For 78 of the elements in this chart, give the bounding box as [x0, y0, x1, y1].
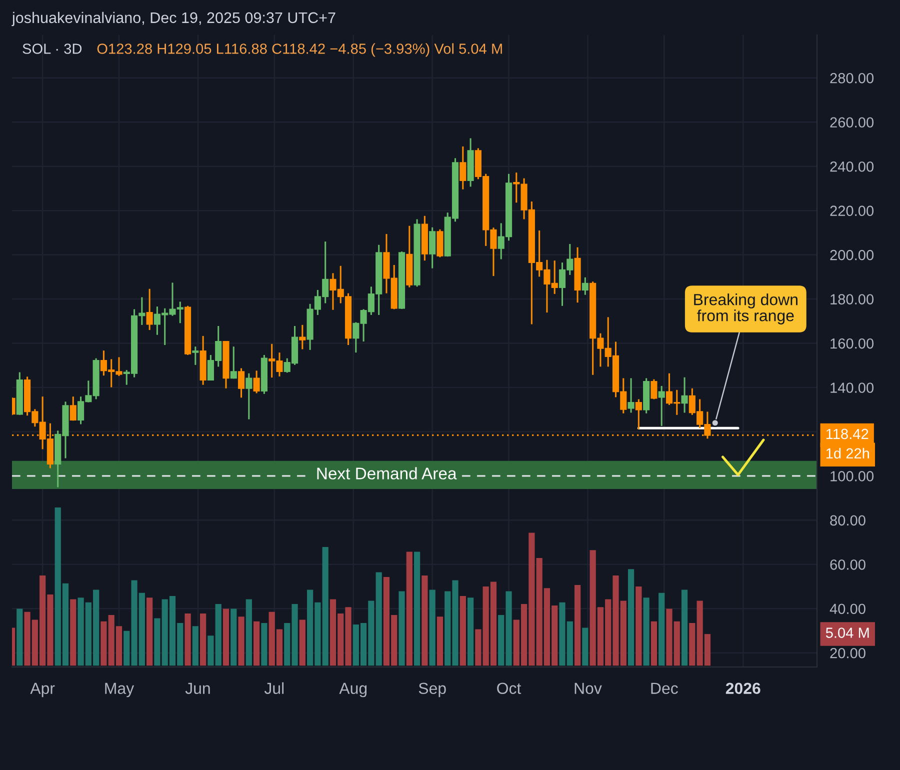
bar — [429, 590, 436, 666]
y-tick-label: 140.00 — [830, 382, 874, 393]
candlestick — [460, 146, 466, 190]
bar — [376, 572, 382, 666]
y-tick-label: 280.00 — [830, 73, 874, 84]
text: O123.28 H129.05 L116.88 C118.42 −4.85 (−3.93%) Vol 5.04 M — [97, 43, 502, 57]
bar — [436, 616, 444, 666]
bar — [184, 613, 191, 666]
candlestick — [429, 226, 436, 270]
x-tick-label: Aug — [339, 682, 367, 698]
candlestick — [628, 377, 634, 414]
x-tick-label: 2026 — [726, 682, 760, 694]
y-tick-label: 40.00 — [830, 604, 866, 614]
candlestick — [658, 385, 665, 427]
y-tick-label: 180.00 — [830, 294, 874, 304]
x-tick-label: Jun — [185, 682, 210, 694]
bar — [222, 608, 230, 666]
bar — [230, 608, 237, 666]
text: 1d 22h — [826, 448, 869, 459]
bar — [146, 598, 153, 666]
y-tick-label: 240.00 — [830, 161, 874, 172]
chart-title: SOL · 3D — [22, 44, 82, 54]
candlestick — [238, 367, 245, 398]
bar — [70, 599, 76, 666]
x-tick-label: Sep — [418, 682, 446, 698]
bar — [628, 569, 634, 666]
bar — [261, 622, 268, 666]
ref-line-label: 118.42 — [826, 428, 868, 440]
bar — [414, 552, 420, 666]
bar — [475, 629, 482, 666]
bar — [681, 590, 688, 666]
bar — [422, 575, 428, 666]
bar — [254, 621, 260, 666]
candlestick — [70, 396, 76, 422]
candlestick — [635, 398, 642, 430]
bar — [200, 613, 206, 666]
band-label: Next Demand Area — [317, 467, 457, 480]
bar — [398, 591, 405, 666]
bar — [636, 586, 642, 666]
bar — [650, 621, 658, 666]
candlestick — [299, 324, 306, 350]
x-tick-label: May — [105, 682, 134, 698]
x-tick-label: Nov — [574, 682, 602, 694]
x-tick-label: Apr — [30, 682, 55, 698]
x-tick-label: Jul — [264, 682, 284, 694]
x-tick-label: Dec — [651, 682, 678, 694]
candlestick — [230, 346, 237, 380]
text: joshuakevinalviano, Dec 19, 2025 09:37 UTC+7 — [12, 12, 336, 26]
candlestick — [582, 276, 588, 296]
y-tick-label: 220.00 — [830, 206, 874, 216]
bar — [643, 598, 650, 666]
candlestick — [246, 372, 252, 420]
bar — [574, 584, 581, 666]
y-tick-label: 60.00 — [830, 559, 866, 570]
bar — [658, 592, 665, 666]
y-tick-label: 100.00 — [830, 471, 874, 482]
candlestick — [146, 288, 153, 331]
bar — [582, 628, 588, 666]
y-tick-label: 160.00 — [830, 338, 874, 349]
text: 5.04 M — [826, 628, 869, 638]
bar — [238, 616, 244, 666]
x-tick-label: Oct — [497, 682, 522, 694]
y-tick-label: 20.00 — [830, 648, 866, 658]
bar — [460, 596, 466, 666]
bar — [246, 599, 252, 666]
candlestick — [253, 370, 260, 394]
y-tick-label: 200.00 — [830, 250, 874, 260]
y-tick-label: 80.00 — [830, 515, 866, 526]
bar — [467, 598, 474, 666]
bar — [689, 622, 696, 666]
annotation: Breaking down from its range — [694, 294, 798, 324]
bar — [299, 620, 306, 666]
candlestick — [650, 378, 658, 400]
bar — [192, 626, 198, 666]
y-tick-label: 260.00 — [830, 117, 874, 128]
candlestick — [192, 346, 199, 366]
bar — [406, 552, 412, 666]
candlestick — [681, 376, 688, 414]
